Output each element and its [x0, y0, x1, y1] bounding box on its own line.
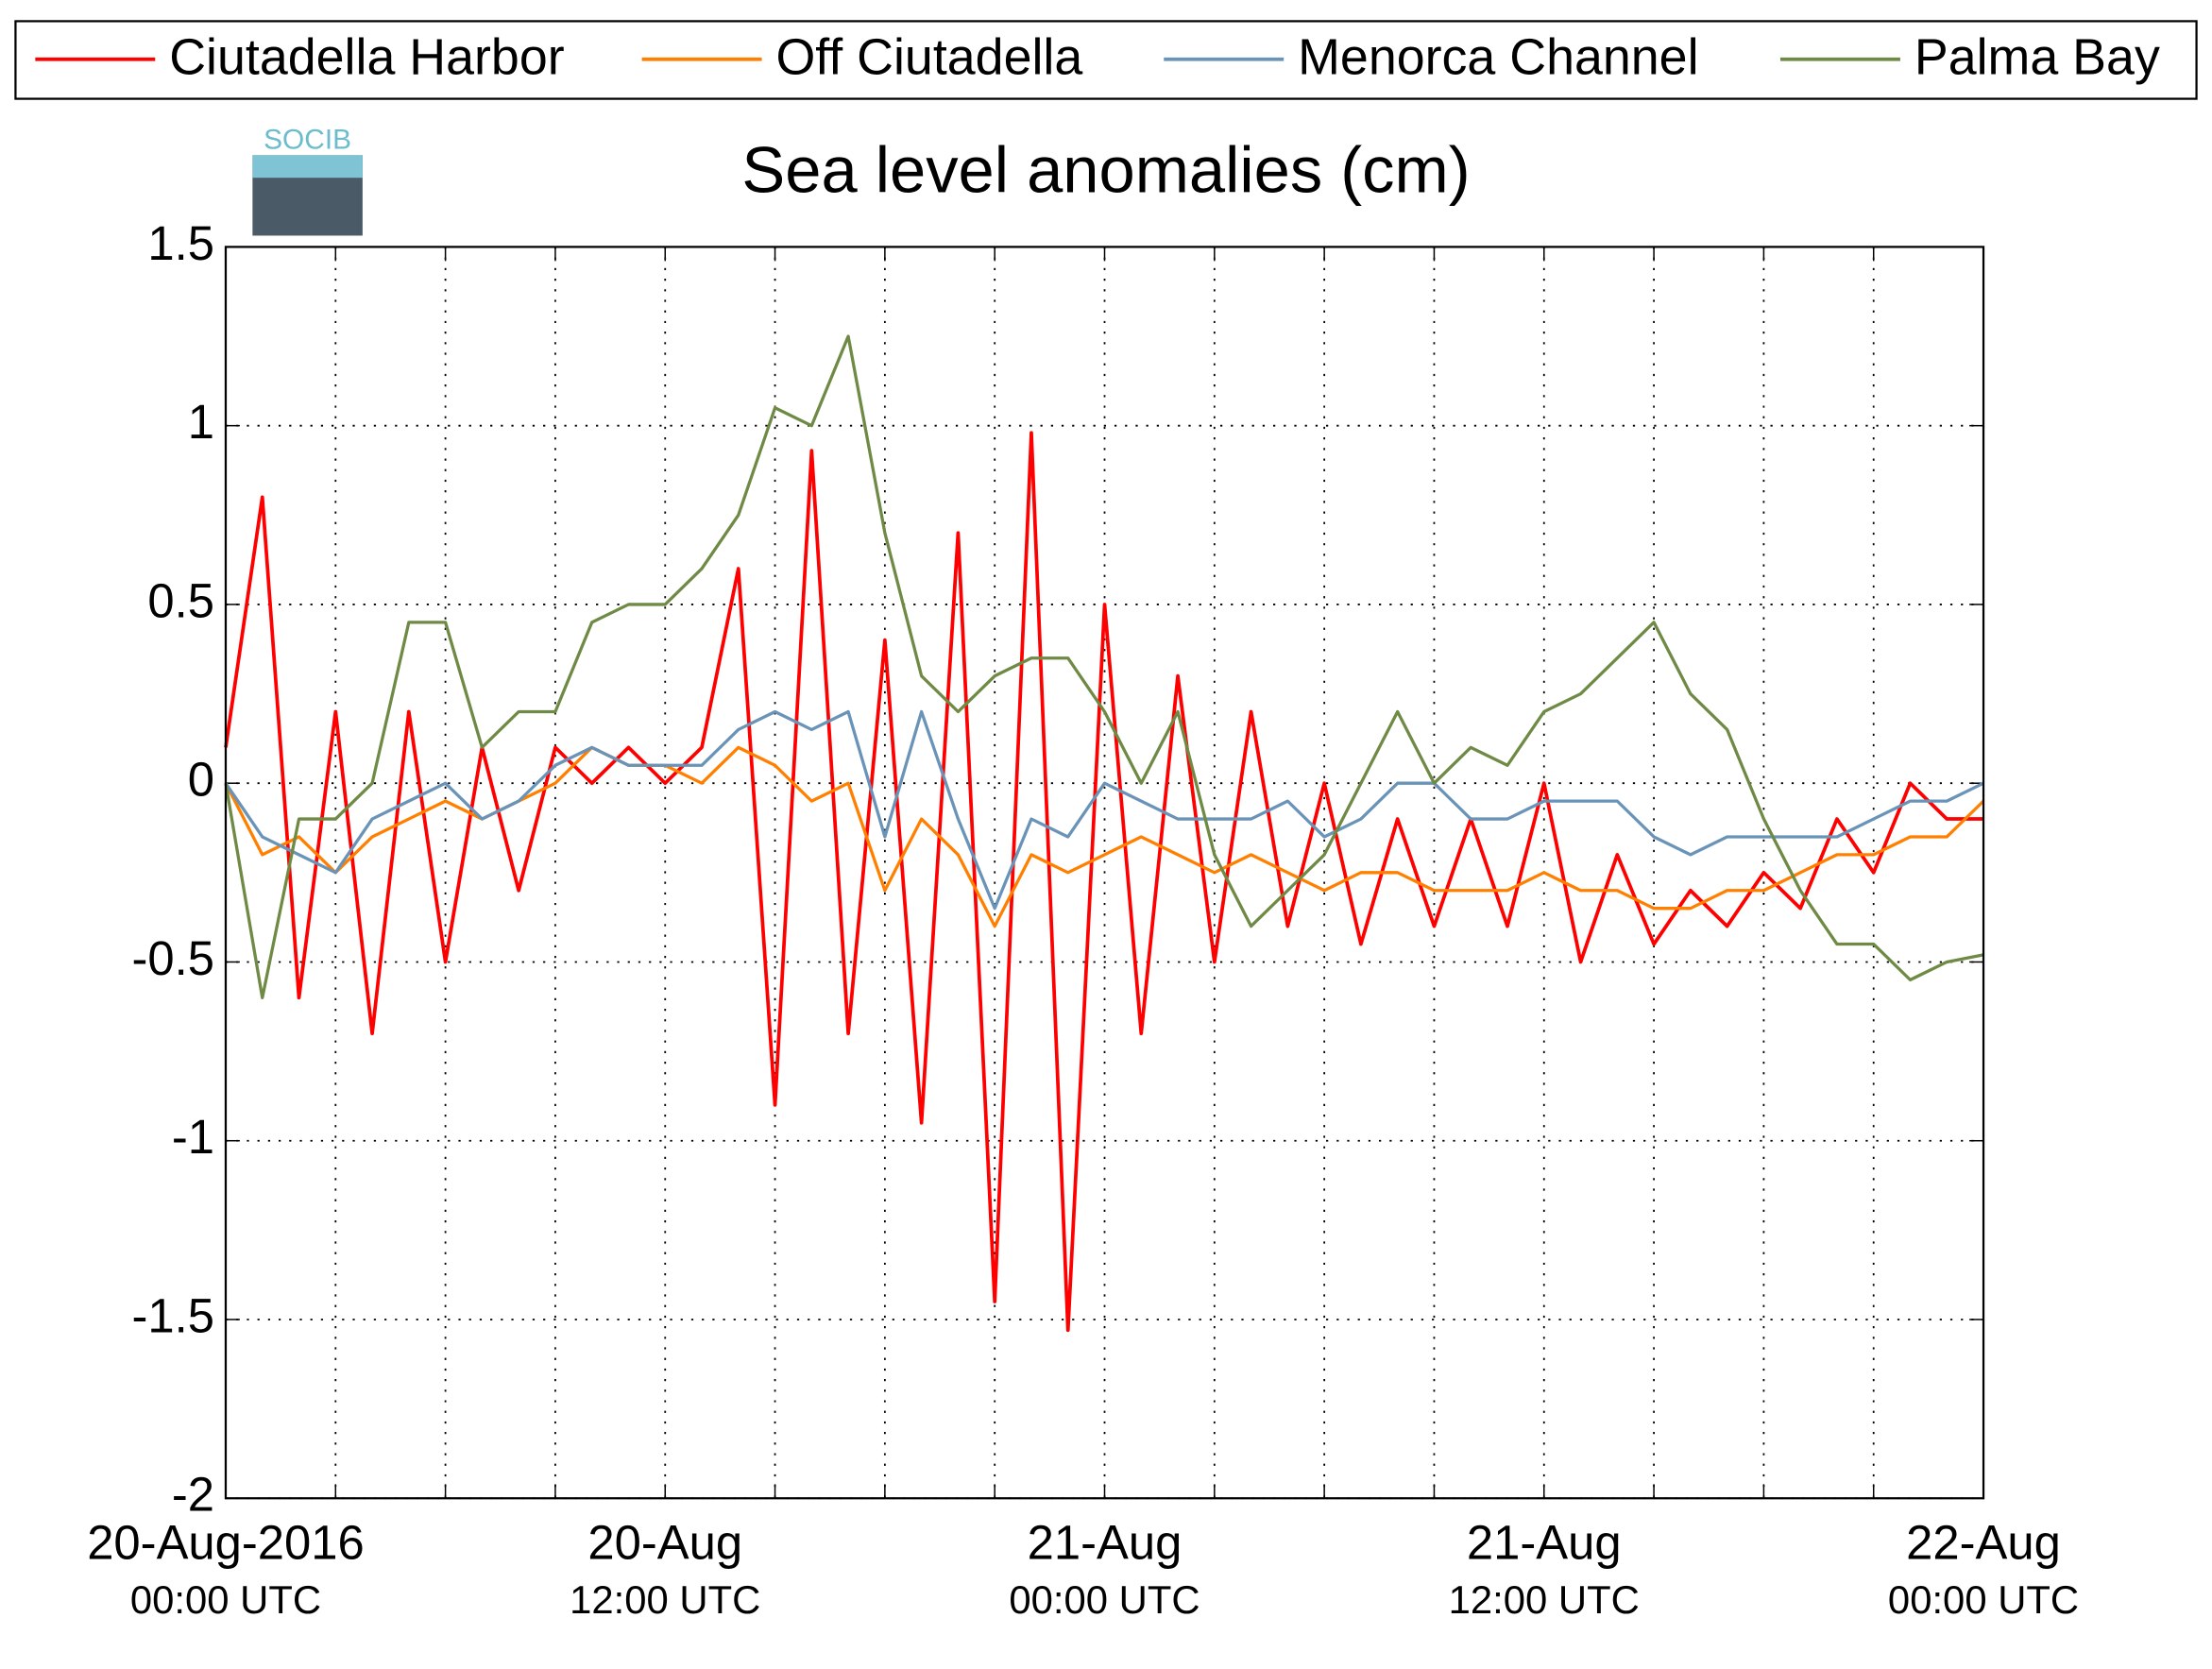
y-tick-label: -1	[172, 1110, 214, 1164]
series-line	[224, 709, 1984, 911]
x-tick-label: 21-Aug	[1467, 1515, 1622, 1569]
logo: SOCIB	[252, 124, 363, 236]
plot-frame	[224, 246, 1985, 1500]
logo-text: SOCIB	[264, 124, 351, 155]
legend-label: Menorca Channel	[1298, 28, 1698, 85]
x-tick-label: 21-Aug	[1028, 1515, 1183, 1569]
x-tick-label: 20-Aug	[587, 1515, 742, 1569]
chart-title: Sea level anomalies (cm)	[741, 133, 1470, 206]
x-tick-sublabel: 12:00 UTC	[1449, 1577, 1640, 1622]
series-line	[224, 431, 1984, 1333]
x-tick-sublabel: 12:00 UTC	[570, 1577, 760, 1622]
x-tick-label: 20-Aug-2016	[87, 1515, 365, 1569]
series-line	[224, 334, 1984, 999]
logo-wave	[252, 155, 363, 179]
legend-label: Off Ciutadella	[775, 28, 1082, 85]
legend-label: Ciutadella Harbor	[169, 28, 564, 85]
x-tick-sublabel: 00:00 UTC	[1009, 1577, 1200, 1622]
y-tick-label: -2	[172, 1468, 214, 1522]
y-tick-label: 0	[188, 753, 214, 807]
x-tick-sublabel: 00:00 UTC	[130, 1577, 321, 1622]
y-tick-label: -1.5	[132, 1288, 214, 1342]
legend-label: Palma Bay	[1914, 28, 2160, 85]
y-tick-label: 0.5	[147, 573, 214, 627]
y-tick-label: -0.5	[132, 931, 214, 985]
y-tick-label: 1.5	[147, 216, 214, 270]
y-tick-label: 1	[188, 395, 214, 449]
x-tick-sublabel: 00:00 UTC	[1888, 1577, 2079, 1622]
x-tick-label: 22-Aug	[1906, 1515, 2061, 1569]
